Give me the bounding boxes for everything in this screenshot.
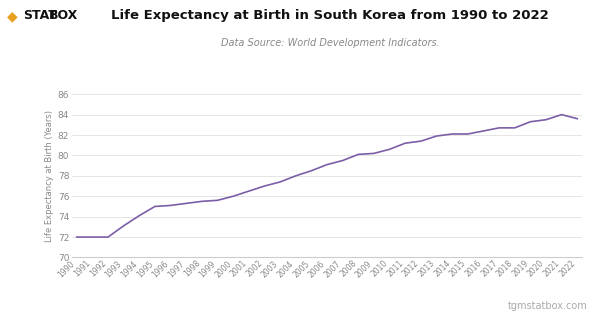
Text: Data Source: World Development Indicators.: Data Source: World Development Indicator…	[221, 38, 439, 48]
Text: tgmstatbox.com: tgmstatbox.com	[508, 301, 588, 311]
Text: ◆: ◆	[7, 9, 18, 24]
Text: BOX: BOX	[49, 9, 79, 22]
Text: STAT: STAT	[23, 9, 56, 22]
Y-axis label: Life Expectancy at Birth (Years): Life Expectancy at Birth (Years)	[44, 110, 53, 242]
Text: Life Expectancy at Birth in South Korea from 1990 to 2022: Life Expectancy at Birth in South Korea …	[111, 9, 549, 22]
